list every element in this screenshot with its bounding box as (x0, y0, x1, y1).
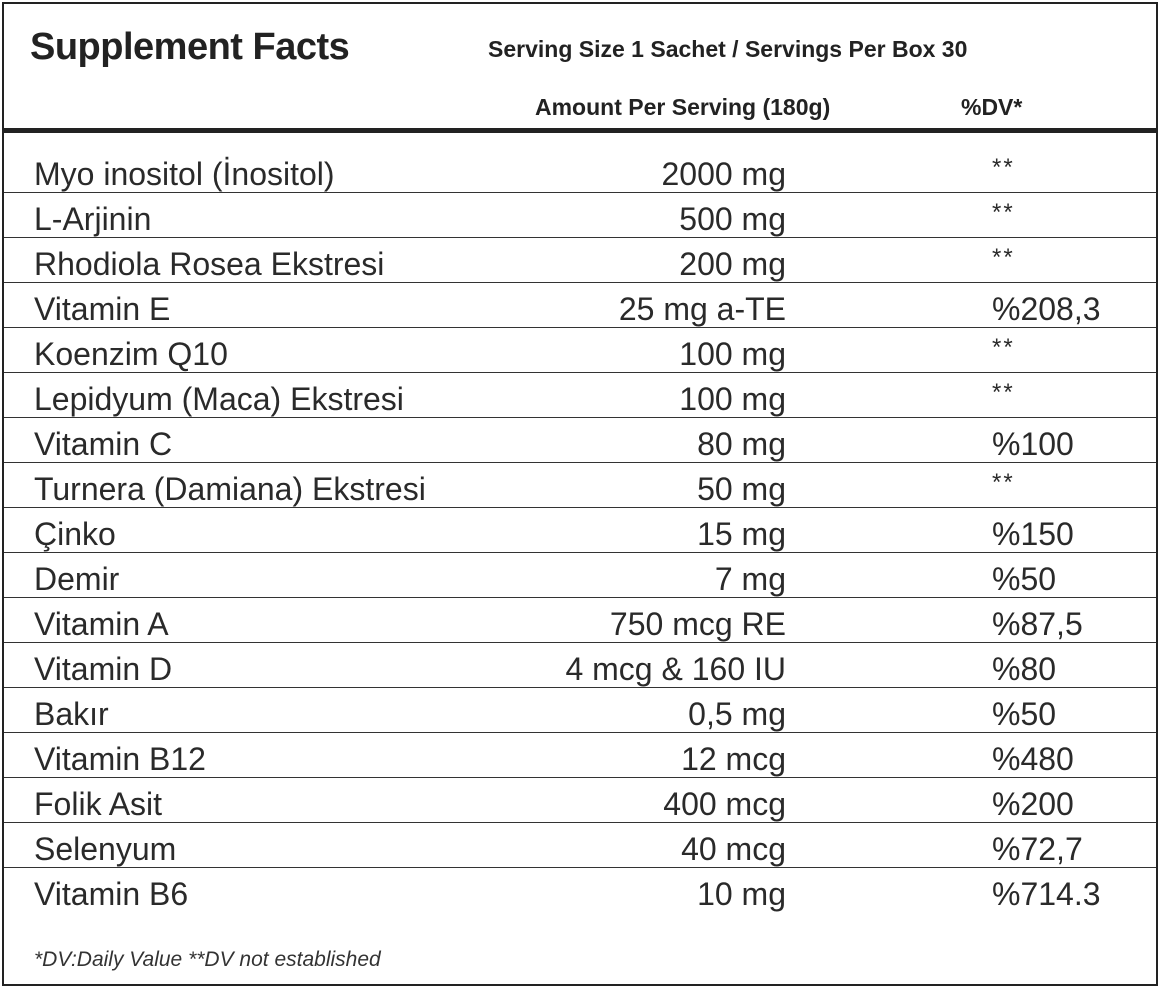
table-row: Selenyum 40 mcg %72,7 (4, 823, 1156, 868)
footnote: *DV:Daily Value **DV not established (34, 948, 381, 971)
table-row: Lepidyum (Maca) Ekstresi 100 mg ** (4, 373, 1156, 418)
nutrient-amount: 4 mcg & 160 IU (565, 651, 786, 687)
nutrient-amount: 12 mcg (681, 741, 786, 777)
nutrient-amount: 100 mg (679, 381, 786, 417)
nutrient-name: Vitamin A (34, 606, 169, 642)
header-divider (4, 128, 1156, 133)
nutrient-daily-value: %150 (992, 516, 1074, 552)
nutrient-amount: 80 mg (697, 426, 786, 462)
nutrient-amount: 50 mg (697, 471, 786, 507)
nutrient-name: Koenzim Q10 (34, 336, 228, 372)
nutrient-amount: 7 mg (714, 561, 786, 597)
nutrient-name: Vitamin E (34, 291, 171, 327)
nutrient-amount: 40 mcg (681, 831, 786, 867)
nutrient-table: Myo inositol (İnositol) 2000 mg ** L-Arjini… (4, 148, 1156, 912)
nutrient-name: Demir (34, 561, 120, 597)
nutrient-amount: 500 mg (679, 201, 786, 237)
nutrient-name: Çinko (34, 516, 116, 552)
nutrient-amount: 2000 mg (661, 156, 786, 192)
amount-column-header: Amount Per Serving (180g) (535, 94, 831, 120)
panel-title: Supplement Facts (30, 26, 350, 68)
table-row: Vitamin E 25 mg a-TE %208,3 (4, 283, 1156, 328)
nutrient-daily-value: ** (992, 334, 1015, 361)
nutrient-amount: 25 mg a-TE (618, 291, 786, 327)
nutrient-name: Folik Asit (34, 786, 163, 822)
nutrient-name: L-Arjinin (34, 201, 152, 237)
table-row: Çinko 15 mg %150 (4, 508, 1156, 553)
nutrient-name: Vitamin B12 (34, 741, 206, 777)
nutrient-daily-value: ** (992, 244, 1015, 271)
nutrient-name: Vitamin D (34, 651, 173, 687)
table-row: Myo inositol (İnositol) 2000 mg ** (4, 148, 1156, 193)
nutrient-daily-value: ** (992, 379, 1015, 406)
table-row: Vitamin B12 12 mcg %480 (4, 733, 1156, 778)
nutrient-name: Rhodiola Rosea Ekstresi (34, 246, 385, 282)
nutrient-daily-value: ** (992, 199, 1015, 226)
table-row: Demir 7 mg %50 (4, 553, 1156, 598)
table-row: Bakır 0,5 mg %50 (4, 688, 1156, 733)
nutrient-amount: 200 mg (679, 246, 786, 282)
table-row: L-Arjinin 500 mg ** (4, 193, 1156, 238)
nutrient-daily-value: %80 (992, 651, 1057, 687)
serving-size-info: Serving Size 1 Sachet / Servings Per Box… (488, 36, 968, 62)
dv-column-header: %DV* (961, 94, 1023, 120)
table-row: Vitamin C 80 mg %100 (4, 418, 1156, 463)
nutrient-amount: 0,5 mg (688, 696, 786, 732)
table-row: Folik Asit 400 mcg %200 (4, 778, 1156, 823)
table-row: Vitamin B6 10 mg %714.3 (4, 868, 1156, 912)
nutrient-daily-value: %72,7 (992, 831, 1083, 867)
nutrient-daily-value: %87,5 (992, 606, 1083, 642)
nutrient-daily-value: %480 (992, 741, 1074, 777)
nutrient-name: Selenyum (34, 831, 177, 867)
nutrient-daily-value: %100 (992, 426, 1074, 462)
table-row: Rhodiola Rosea Ekstresi 200 mg ** (4, 238, 1156, 283)
nutrient-name: Vitamin C (34, 426, 173, 462)
nutrient-name: Bakır (34, 696, 109, 732)
nutrient-daily-value: %50 (992, 561, 1057, 597)
table-row: Vitamin A 750 mcg RE %87,5 (4, 598, 1156, 643)
nutrient-amount: 750 mcg RE (609, 606, 786, 642)
nutrient-daily-value: ** (992, 154, 1015, 181)
nutrient-daily-value: %50 (992, 696, 1057, 732)
nutrient-amount: 100 mg (679, 336, 786, 372)
nutrient-amount: 400 mcg (663, 786, 786, 822)
nutrient-amount: 15 mg (697, 516, 786, 552)
nutrient-daily-value: %200 (992, 786, 1074, 822)
nutrient-daily-value: %714.3 (992, 876, 1101, 912)
nutrient-name: Turnera (Damiana) Ekstresi (34, 471, 426, 507)
table-row: Turnera (Damiana) Ekstresi 50 mg ** (4, 463, 1156, 508)
nutrient-daily-value: ** (992, 469, 1015, 496)
nutrient-daily-value: %208,3 (992, 291, 1101, 327)
nutrient-name: Vitamin B6 (34, 876, 189, 912)
table-row: Koenzim Q10 100 mg ** (4, 328, 1156, 373)
nutrient-amount: 10 mg (697, 876, 786, 912)
nutrient-name: Myo inositol (İnositol) (34, 156, 335, 192)
nutrient-name: Lepidyum (Maca) Ekstresi (34, 381, 404, 417)
table-row: Vitamin D 4 mcg & 160 IU %80 (4, 643, 1156, 688)
